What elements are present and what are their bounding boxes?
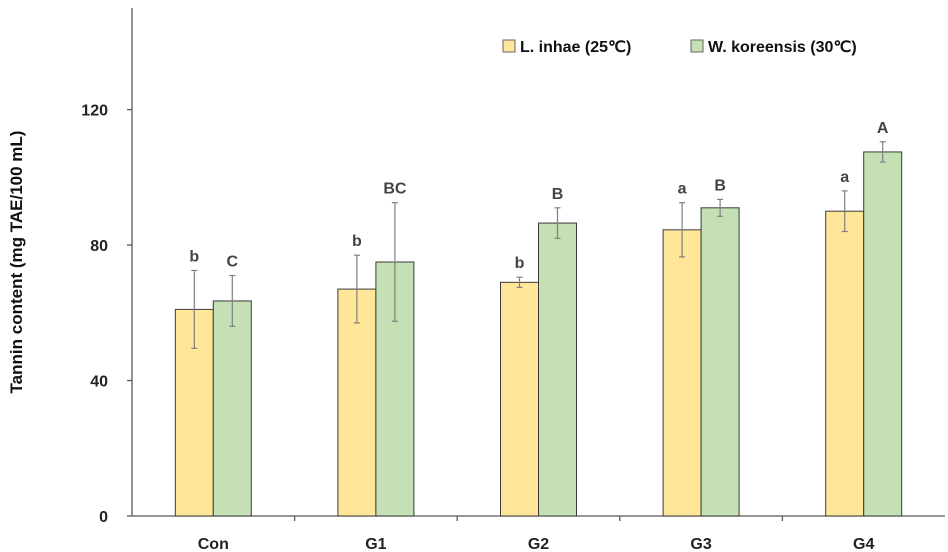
significance-label: B (552, 186, 564, 203)
bar-w-koreensis-con (212, 300, 252, 517)
legend: L. inhae (25℃) W. koreensis (30℃) (502, 39, 857, 56)
legend-swatch-l-inhae (502, 39, 516, 53)
legend-label-l-inhae: L. inhae (25℃) (520, 39, 631, 56)
bar-l-inhae-g2 (500, 281, 539, 517)
significance-label: B (714, 177, 726, 194)
x-tick-label: Con (198, 536, 229, 552)
legend-label-w-koreensis: W. koreensis (30℃) (708, 39, 857, 56)
bar-w-koreensis-g4 (863, 151, 903, 517)
significance-label: b (189, 248, 199, 265)
x-tick-label: G2 (528, 536, 549, 552)
bar-w-koreensis-g2 (538, 222, 577, 517)
bars (174, 151, 903, 517)
x-tick-label: G1 (365, 536, 386, 552)
bar-w-koreensis-g1 (375, 261, 415, 517)
y-tick-label: 120 (81, 103, 108, 120)
y-axis-title: Tannin content (mg TAE/100 mL) (7, 131, 26, 394)
bar-l-inhae-g4 (825, 210, 865, 517)
significance-label: A (877, 120, 889, 137)
significance-label: b (515, 255, 525, 272)
x-tick-labels: Con G1 G2 G3 G4 (198, 516, 874, 552)
y-tick-labels: 0 40 80 120 (81, 103, 132, 526)
bar-l-inhae-g1 (337, 288, 377, 517)
significance-label: BC (383, 181, 407, 198)
y-tick-label: 0 (99, 509, 108, 526)
significance-label: b (352, 233, 362, 250)
significance-label: a (840, 169, 849, 186)
error-bars (191, 141, 886, 349)
x-tick-label: G3 (690, 536, 711, 552)
significance-label: C (227, 254, 239, 271)
legend-swatch-w-koreensis (690, 39, 704, 53)
x-tick-label: G4 (853, 536, 874, 552)
bar-w-koreensis-g3 (700, 207, 740, 517)
significance-label: a (678, 181, 687, 198)
y-tick-label: 40 (90, 374, 108, 391)
y-tick-label: 80 (90, 238, 108, 255)
bar-l-inhae-g3 (662, 229, 702, 517)
